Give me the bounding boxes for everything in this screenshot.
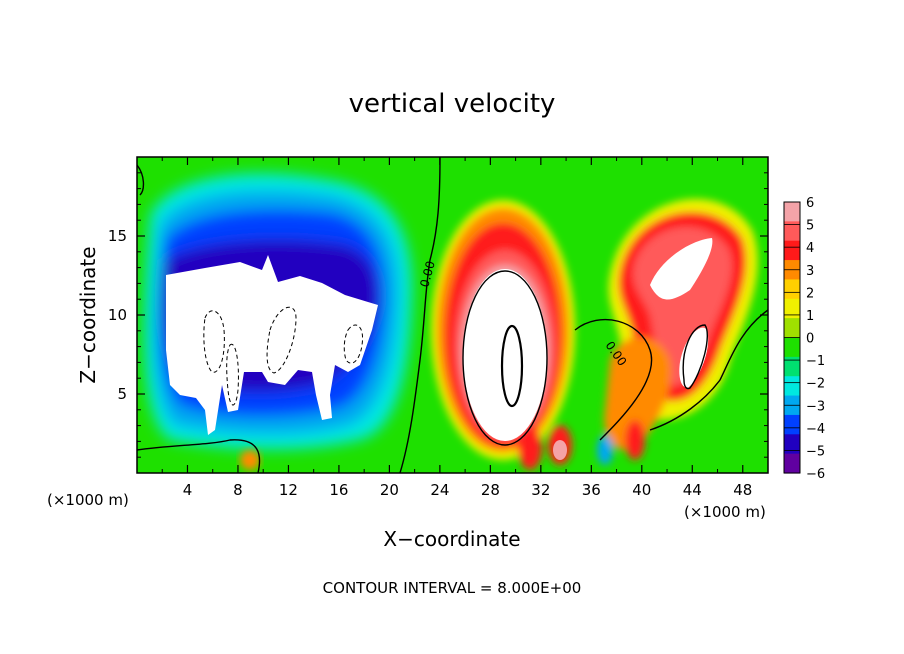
chart-title: vertical velocity	[349, 89, 556, 119]
contour-interval-note: CONTOUR INTERVAL = 8.000E+00	[323, 579, 582, 597]
x-axis: 4 8 12 16 20 24 28 32 36 40 44 48	[161, 157, 752, 499]
colorbar-label: 1	[806, 309, 814, 324]
x-unit-left: (×1000 m)	[47, 491, 129, 509]
y-tick-label: 15	[108, 227, 127, 245]
contour-8-center	[462, 270, 548, 446]
colorbar-swatch	[784, 414, 800, 435]
colorbar-label: 4	[806, 241, 814, 256]
colorbar-swatch	[784, 279, 800, 300]
colorbar-swatch	[784, 221, 800, 242]
x-unit-right: (×1000 m)	[684, 503, 766, 521]
updraft-core-right-lower	[679, 327, 709, 388]
colorbar-label: 0	[806, 332, 814, 347]
colorbar-swatch	[784, 298, 800, 319]
colorbar-label: −5	[806, 444, 825, 459]
y-axis: 5 10 15	[108, 172, 768, 458]
x-tick-label: 4	[183, 481, 193, 499]
x-tick-label: 20	[380, 481, 399, 499]
contour-16-center	[500, 324, 524, 408]
x-tick-label: 8	[233, 481, 243, 499]
downdraft-core	[166, 255, 378, 435]
y-tick-label: 5	[117, 385, 127, 403]
colorbar-label: 2	[806, 286, 814, 301]
colorbar-swatch	[784, 356, 800, 377]
x-tick-label: 24	[430, 481, 449, 499]
zero-contour-corner	[137, 164, 145, 196]
contour-label-left: 0.00	[417, 259, 437, 288]
colorbar-swatch	[784, 453, 800, 474]
y-axis-label: Z−coordinate	[76, 246, 100, 383]
colorbar-label: −3	[806, 399, 825, 414]
x-tick-label: 12	[279, 481, 298, 499]
colorbar-label: −1	[806, 354, 825, 369]
colorbar-swatch	[784, 240, 800, 261]
colorbar-swatch	[784, 202, 800, 222]
colorbar-label: −6	[806, 467, 825, 482]
contour-8-right	[682, 324, 709, 390]
colorbar-swatch	[784, 337, 800, 358]
plot-area	[137, 157, 768, 473]
small-updraft-bottom	[240, 450, 260, 470]
x-tick-label: 32	[531, 481, 550, 499]
colorbar-label: −4	[806, 422, 825, 437]
updraft-core-center	[463, 269, 547, 441]
colorbar-label: 3	[806, 264, 814, 279]
x-tick-label: 36	[582, 481, 601, 499]
colorbar: 6 5 4 3 2 1 0 −1 −2 −3 −4 −5 −6	[783, 196, 825, 482]
zero-contour-bottom	[137, 439, 261, 473]
x-tick-label: 40	[632, 481, 651, 499]
colorbar-label: −2	[806, 377, 825, 392]
colorbar-label: 5	[806, 219, 814, 234]
zero-contour-right-edge	[649, 309, 768, 431]
x-tick-label: 44	[683, 481, 702, 499]
negative-contours	[203, 306, 364, 406]
colorbar-swatch	[784, 376, 800, 397]
x-tick-label: 16	[329, 481, 348, 499]
colorbar-label: 6	[806, 196, 814, 211]
y-tick-label: 10	[108, 306, 127, 324]
updraft-cell-right	[597, 198, 758, 465]
x-tick-label: 28	[481, 481, 500, 499]
updraft-small-cell	[553, 440, 567, 460]
zero-contour-right	[574, 318, 653, 441]
updraft-core-right	[650, 238, 713, 300]
x-tick-label: 48	[733, 481, 752, 499]
colorbar-swatch	[784, 434, 800, 455]
colorbar-swatch	[784, 318, 800, 339]
zero-contour-left	[399, 157, 441, 473]
x-axis-label: X−coordinate	[383, 527, 520, 551]
contour-lines	[137, 157, 768, 473]
